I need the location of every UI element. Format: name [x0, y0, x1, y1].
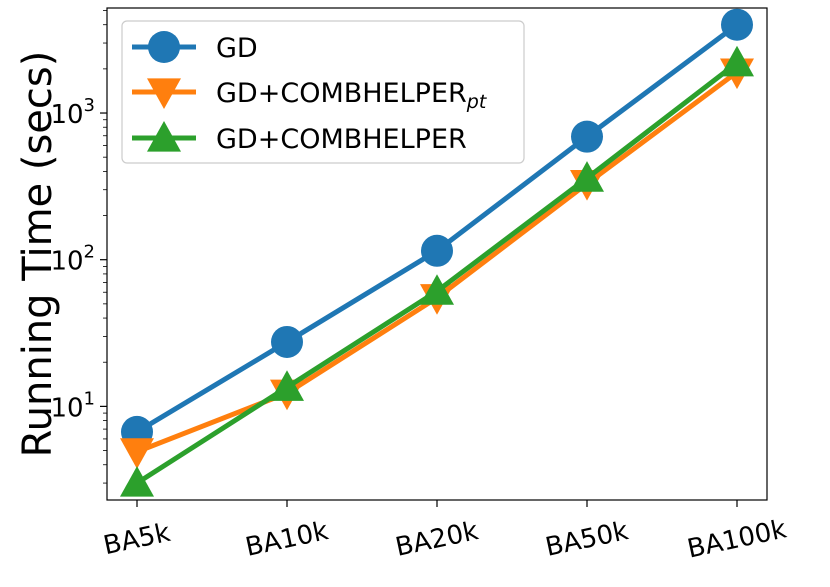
point-gd-combhelper-ba10k — [270, 370, 304, 401]
y-tick-label-3: 103 — [50, 95, 95, 130]
point-gd-combhelper-ba5k — [120, 466, 154, 497]
x-axis: BA5k BA10k BA20k BA50k BA100k — [101, 500, 789, 565]
point-gd-ba50k — [571, 120, 603, 153]
point-gd-ba100k — [721, 8, 753, 41]
legend-label-gd-combhelper: GD+COMBHELPER — [216, 124, 467, 155]
legend-label-gd-combhelper-pt: GD+COMBHELPERpt — [216, 78, 488, 113]
point-gd-combhelper-ba100k — [720, 45, 754, 77]
legend-item-gd: GD — [132, 31, 258, 64]
point-gd-ba20k — [421, 234, 453, 267]
x-tick-label-ba10k: BA10k — [243, 516, 331, 563]
series-gd — [121, 8, 753, 448]
point-gd-combhelper-ba20k — [420, 274, 454, 305]
y-axis-label: Running Time (secs) — [15, 51, 61, 458]
legend-item-gd-combhelper-pt: GD+COMBHELPERpt — [132, 78, 488, 113]
legend-marker-gd — [148, 31, 180, 63]
point-gd-combhelper-ba50k — [570, 161, 604, 192]
legend: GD GD+COMBHELPERpt GD+COMBHELPER — [121, 20, 525, 164]
point-gd-ba10k — [271, 325, 303, 358]
y-axis: 101 102 103 — [50, 10, 107, 484]
legend-marker-gd-combhelper-pt — [147, 78, 181, 109]
y-tick-label-2: 102 — [50, 242, 95, 277]
x-tick-label-ba50k: BA50k — [543, 516, 631, 563]
x-tick-label-ba5k: BA5k — [101, 518, 173, 561]
x-tick-label-ba20k: BA20k — [393, 516, 481, 563]
point-gd-combhelper-pt-ba5k — [120, 438, 154, 469]
x-tick-label-ba100k: BA100k — [685, 514, 789, 564]
legend-marker-gd-combhelper — [147, 121, 181, 152]
series-layer — [120, 8, 754, 497]
series-gd-combhelper — [120, 45, 754, 497]
legend-label-gd: GD — [216, 33, 258, 64]
legend-box — [121, 20, 525, 164]
y-tick-label-1: 101 — [50, 388, 95, 423]
legend-item-gd-combhelper: GD+COMBHELPER — [132, 121, 467, 155]
